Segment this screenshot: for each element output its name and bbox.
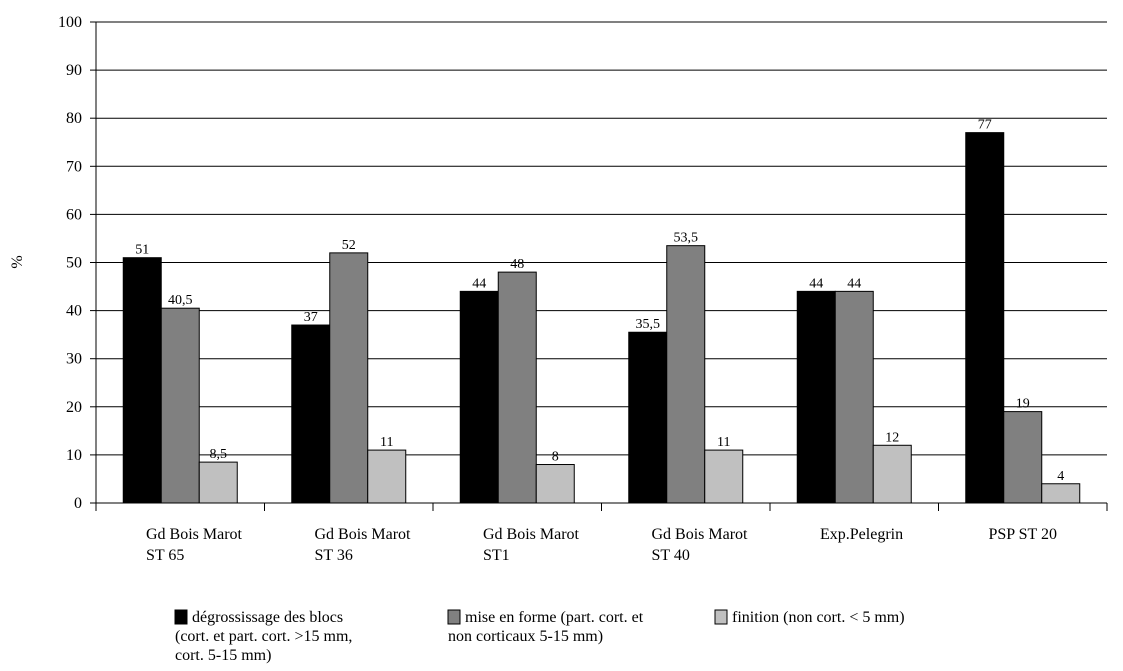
data-label: 4 [1057,469,1064,484]
legend-swatch [714,609,728,625]
data-label: 11 [380,435,393,450]
category-label-line: ST1 [483,547,510,564]
legend-entry-line: non corticaux 5-15 mm) [448,628,603,645]
bar [198,461,238,504]
category-label-line: Gd Bois Marot [315,526,412,543]
legend-entry-line: (cort. et part. cort. >15 mm, [175,628,352,645]
bars [122,132,1081,504]
data-label: 35,5 [636,317,661,332]
y-tick-label: 30 [66,351,82,368]
y-tick-label: 90 [66,62,82,79]
bar [160,307,200,504]
bar [459,290,499,504]
bar [628,331,668,504]
data-label: 77 [978,118,992,133]
bar [1041,483,1081,504]
y-tick-label: 70 [66,158,82,175]
data-label: 40,5 [168,293,193,308]
bar [367,449,407,504]
y-tick-label: 100 [58,14,82,31]
data-label: 12 [885,430,899,445]
gridlines [96,21,1107,456]
category-label-line: PSP ST 20 [989,526,1057,543]
data-labels: 51 40,5 8,5 37 52 11 44 48 8 35,5 53,5 11 44 44 12 77 19… [135,118,1064,484]
y-tick-labels: 0 10 20 30 40 50 60 70 80 90 100 [58,14,82,512]
bar [666,245,706,504]
legend: dégrossissage des blocs (cort. et part. c… [174,609,905,664]
data-label: 37 [304,310,318,325]
data-label: 44 [472,276,486,291]
axes [90,21,1108,511]
category-label-line: ST 36 [315,547,353,564]
data-label: 11 [717,435,730,450]
data-label: 44 [809,276,823,291]
bar [291,324,331,504]
bar [535,464,575,504]
category-label: Gd Bois Marot ST 65 [146,526,243,564]
y-axis-label: % [9,255,26,268]
category-label-line: Gd Bois Marot [483,526,580,543]
data-label: 19 [1016,397,1030,412]
legend-entry: dégrossissage des blocs (cort. et part. c… [175,609,352,664]
category-label-line: Gd Bois Marot [652,526,749,543]
data-label: 51 [135,243,149,258]
data-label: 48 [510,257,524,272]
category-label: Gd Bois Marot ST 40 [652,526,749,564]
bar [704,449,744,504]
category-label-line: Gd Bois Marot [146,526,243,543]
bar [329,252,369,504]
y-tick-label: 10 [66,447,82,464]
legend-swatch [174,609,188,625]
bar [872,444,912,504]
bar [796,290,836,504]
legend-entry-line: finition (non cort. < 5 mm) [732,609,905,626]
legend-swatch [447,609,461,625]
category-label-line: ST 40 [652,547,690,564]
legend-entry-line: dégrossissage des blocs [192,609,343,626]
data-label: 8 [552,450,559,465]
y-tick-label: 80 [66,110,82,127]
category-label: PSP ST 20 [989,526,1057,543]
bar [497,271,537,504]
bar [122,257,162,504]
y-tick-label: 0 [74,495,82,512]
bar [1003,411,1043,504]
bar [965,132,1005,504]
legend-entry-line: mise en forme (part. cort. et [465,609,644,626]
legend-entry: finition (non cort. < 5 mm) [732,609,905,626]
category-label-line: Exp.Pelegrin [820,526,903,543]
bar [834,290,874,504]
data-label: 52 [342,238,356,253]
category-label: Gd Bois Marot ST 36 [315,526,412,564]
legend-entry-line: cort. 5-15 mm) [175,647,271,664]
y-tick-label: 50 [66,255,82,272]
legend-entry: mise en forme (part. cort. et non cortica… [448,609,644,645]
category-label: Exp.Pelegrin [820,526,903,543]
data-label: 53,5 [674,231,699,246]
category-label: Gd Bois Marot ST1 [483,526,580,564]
category-label-line: ST 65 [146,547,184,564]
y-tick-label: 60 [66,206,82,223]
data-label: 44 [847,276,861,291]
y-tick-label: 40 [66,303,82,320]
y-tick-label: 20 [66,399,82,416]
data-label: 8,5 [210,447,228,462]
